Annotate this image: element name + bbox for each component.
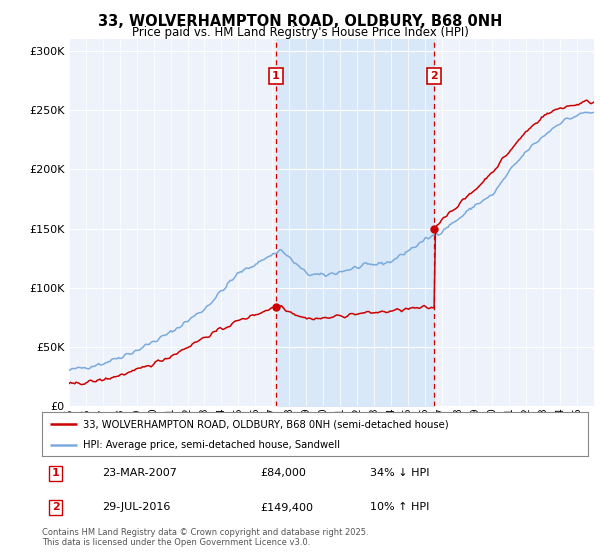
- Text: HPI: Average price, semi-detached house, Sandwell: HPI: Average price, semi-detached house,…: [83, 440, 340, 450]
- Text: Contains HM Land Registry data © Crown copyright and database right 2025.
This d: Contains HM Land Registry data © Crown c…: [42, 528, 368, 547]
- Text: 2: 2: [430, 71, 438, 81]
- Text: 10% ↑ HPI: 10% ↑ HPI: [370, 502, 429, 512]
- Text: 1: 1: [52, 468, 59, 478]
- Text: 2: 2: [52, 502, 59, 512]
- Text: 1: 1: [272, 71, 280, 81]
- Text: Price paid vs. HM Land Registry's House Price Index (HPI): Price paid vs. HM Land Registry's House …: [131, 26, 469, 39]
- Text: 23-MAR-2007: 23-MAR-2007: [102, 468, 177, 478]
- Text: £149,400: £149,400: [260, 502, 313, 512]
- Text: £84,000: £84,000: [260, 468, 306, 478]
- Text: 29-JUL-2016: 29-JUL-2016: [102, 502, 170, 512]
- Text: 33, WOLVERHAMPTON ROAD, OLDBURY, B68 0NH: 33, WOLVERHAMPTON ROAD, OLDBURY, B68 0NH: [98, 14, 502, 29]
- Text: 33, WOLVERHAMPTON ROAD, OLDBURY, B68 0NH (semi-detached house): 33, WOLVERHAMPTON ROAD, OLDBURY, B68 0NH…: [83, 419, 449, 429]
- Text: 34% ↓ HPI: 34% ↓ HPI: [370, 468, 429, 478]
